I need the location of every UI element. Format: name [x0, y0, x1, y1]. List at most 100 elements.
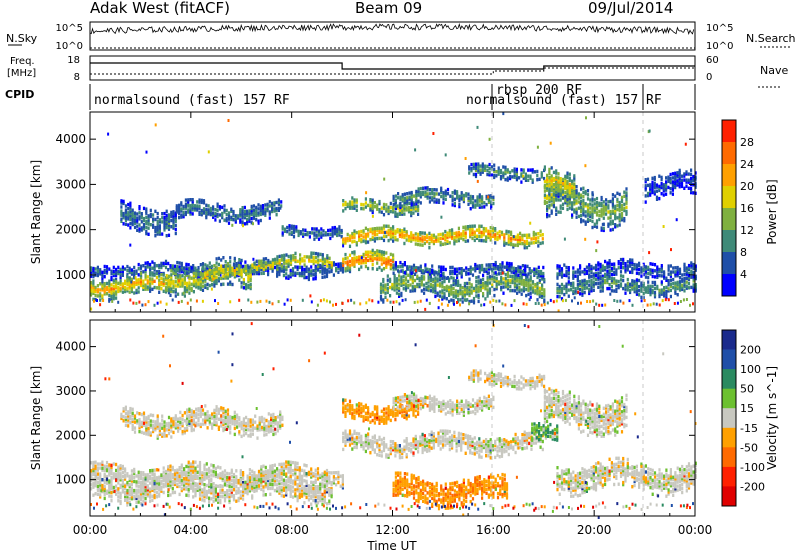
echo-cell [217, 427, 220, 431]
echo-cell [187, 208, 190, 212]
echo-cell [145, 426, 148, 430]
echo-cell [575, 195, 578, 199]
echo-cell [384, 283, 387, 287]
echo-cell [598, 217, 601, 222]
clutter-cell [428, 301, 431, 305]
echo-cell [504, 272, 507, 277]
echo-cell [142, 423, 146, 427]
echo-cell [494, 271, 497, 275]
echo-cell [149, 271, 152, 275]
echo-cell [317, 231, 321, 235]
echo-cell [503, 243, 506, 247]
echo-cell [395, 281, 398, 285]
echo-cell [342, 241, 345, 245]
echo-cell [614, 225, 617, 229]
echo-cell [692, 277, 695, 281]
echo-cell [165, 422, 168, 426]
echo-cell [149, 208, 152, 213]
echo-cell [315, 235, 318, 239]
echo-cell [373, 227, 376, 231]
echo-cell [186, 289, 189, 294]
echo-cell [223, 204, 226, 208]
echo-cell [556, 266, 559, 270]
echo-cell [217, 417, 220, 421]
echo-cell [128, 282, 131, 286]
echo-cell [568, 190, 571, 195]
echo-cell [613, 262, 616, 266]
echo-cell [618, 223, 621, 227]
echo-cell [131, 417, 134, 421]
echo-cell [323, 275, 326, 279]
echo-cell [415, 191, 418, 196]
echo-cell [518, 279, 521, 284]
echo-cell [606, 278, 609, 283]
echo-cell [694, 289, 697, 293]
echo-cell [152, 217, 155, 221]
echo-cell [493, 167, 496, 171]
echo-cell [112, 292, 115, 297]
echo-cell [112, 269, 115, 274]
echo-cell [239, 208, 242, 212]
echo-cell [130, 268, 133, 272]
echo-cell [622, 286, 625, 291]
echo-cell [435, 271, 438, 275]
echo-cell [131, 407, 134, 411]
echo-cell [527, 278, 530, 282]
echo-cell [137, 282, 140, 286]
echo-cell [443, 286, 446, 290]
echo-cell [694, 268, 697, 272]
echo-cell [434, 282, 437, 286]
echo-cell [317, 264, 320, 268]
clutter-cell [513, 299, 516, 303]
clutter-cell [528, 298, 531, 302]
echo-cell [126, 289, 129, 293]
echo-cell [394, 229, 397, 233]
echo-cell [165, 276, 168, 280]
echo-cell [229, 425, 232, 429]
echo-cell [529, 283, 532, 287]
echo-cell [399, 201, 402, 206]
echo-cell [638, 261, 641, 266]
echo-cell [496, 235, 499, 239]
echo-cell [182, 210, 185, 215]
echo-cell [253, 263, 256, 268]
echo-cell [510, 270, 513, 274]
echo-cell [226, 262, 230, 266]
echo-cell [516, 285, 519, 289]
echo-cell [232, 262, 236, 266]
echo-cell [687, 275, 691, 280]
echo-cell [565, 286, 568, 290]
echo-cell [414, 236, 417, 240]
echo-cell [167, 213, 171, 217]
echo-cell [142, 281, 145, 285]
echo-cell [222, 282, 225, 286]
echo-cell [229, 270, 232, 274]
echo-cell [188, 421, 191, 425]
echo-cell [580, 195, 583, 199]
echo-cell [606, 261, 609, 265]
echo-cell [285, 276, 288, 280]
echo-cell [149, 425, 152, 429]
echo-cell [633, 283, 636, 288]
echo-cell [314, 276, 317, 281]
echo-cell [496, 265, 500, 269]
echo-cell [358, 267, 361, 272]
echo-cell [389, 262, 392, 267]
echo-cell [651, 184, 654, 189]
echo-cell [205, 267, 208, 272]
power-colorbar-label: Power [dB] [765, 179, 779, 244]
echo-cell [149, 279, 152, 283]
echo-cell [393, 280, 396, 284]
echo-cell [550, 174, 553, 178]
echo-cell [215, 267, 218, 271]
echo-cell [408, 195, 411, 199]
echo-cell [392, 225, 395, 229]
echo-cell [567, 294, 570, 298]
echo-cell [333, 229, 336, 234]
echo-cell [490, 165, 493, 169]
echo-cell [197, 272, 200, 276]
echo-cell [257, 269, 261, 274]
echo-cell [170, 419, 173, 423]
echo-cell [674, 173, 677, 177]
echo-cell [200, 213, 203, 217]
